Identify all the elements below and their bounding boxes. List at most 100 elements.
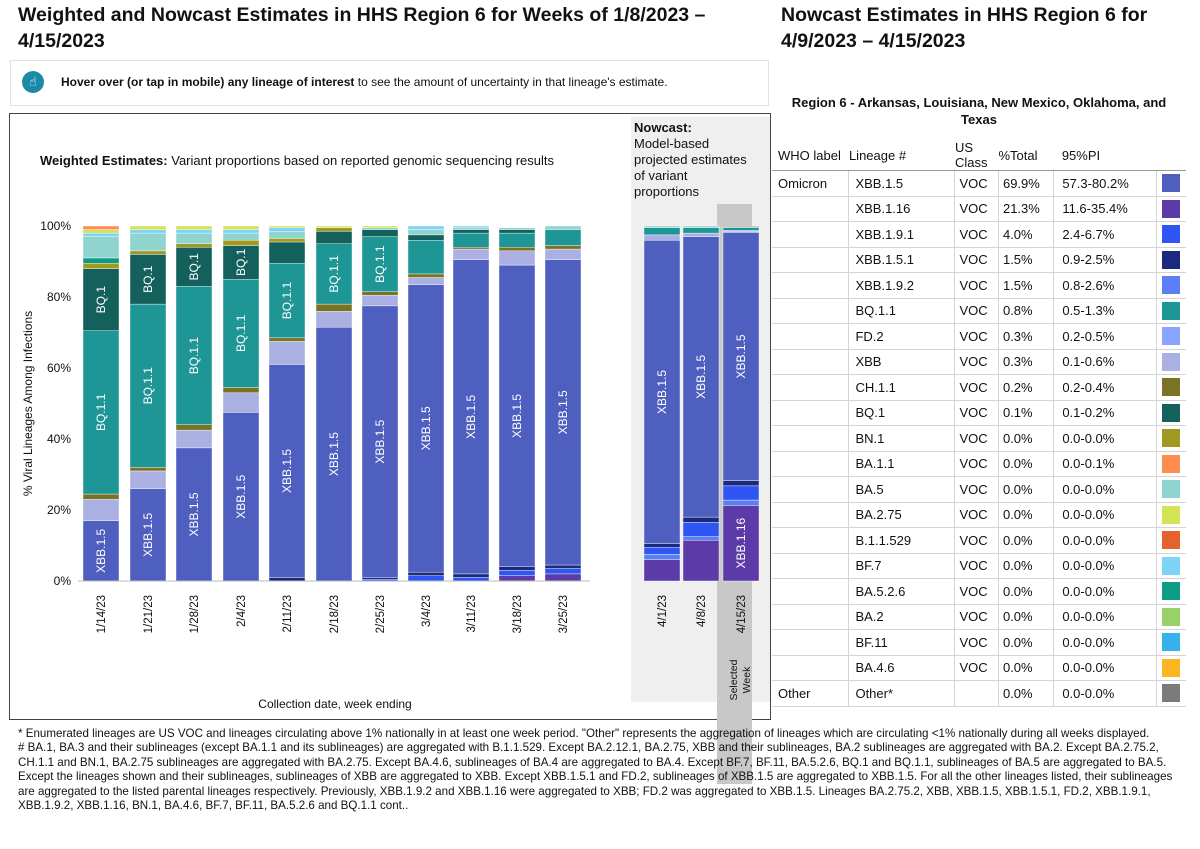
table-row[interactable]: BQ.1.1 VOC 0.8% 0.5-1.3%	[772, 298, 1186, 324]
table-row[interactable]: XBB.1.9.2 VOC 1.5% 0.8-2.6%	[772, 272, 1186, 299]
row-pi: 0.1-0.2%	[1053, 400, 1157, 426]
bar-segment	[129, 232, 167, 252]
row-us-class: VOC	[954, 349, 999, 375]
nowcast-heading-bold: Nowcast:	[634, 120, 692, 135]
color-swatch	[1162, 199, 1181, 218]
table-row[interactable]: BA.4.6 VOC 0.0% 0.0-0.0%	[772, 655, 1186, 681]
selected-week-label: Selected	[728, 659, 740, 700]
color-swatch	[1162, 607, 1181, 626]
table-row[interactable]: BA.1.1 VOC 0.0% 0.0-0.1%	[772, 451, 1186, 477]
bar-label: BQ.1	[234, 248, 248, 276]
row-swatch-cell	[1155, 425, 1186, 452]
row-lineage: BA.2	[848, 604, 955, 630]
row-who-label	[772, 272, 849, 299]
x-tick-label: 4/15/23	[736, 595, 748, 633]
row-us-class: VOC	[954, 655, 999, 681]
row-who-label	[772, 247, 849, 273]
color-swatch	[1162, 378, 1181, 397]
bar-segment	[643, 554, 681, 560]
x-tick-label: 1/28/23	[189, 595, 201, 633]
bar-label: BQ.1	[187, 253, 201, 281]
row-total: 0.3%	[997, 349, 1054, 375]
color-swatch	[1162, 276, 1181, 295]
row-who-label	[772, 502, 849, 528]
bar-segment	[175, 424, 213, 431]
table-row[interactable]: Other Other* 0.0% 0.0-0.0%	[772, 680, 1186, 707]
table-row[interactable]: XBB.1.16 VOC 21.3% 11.6-35.4%	[772, 196, 1186, 222]
bar-segment	[722, 499, 760, 506]
table-row[interactable]: BA.5.2.6 VOC 0.0% 0.0-0.0%	[772, 578, 1186, 605]
row-us-class	[954, 680, 999, 707]
bar-segment	[643, 547, 681, 555]
row-who-label	[772, 527, 849, 554]
table-body: Omicron XBB.1.5 VOC 69.9% 57.3-80.2% XBB.1.16…	[772, 170, 1186, 707]
header-swatch	[1156, 140, 1186, 171]
row-total: 1.5%	[997, 247, 1054, 273]
bar-segment	[544, 564, 582, 569]
bar-label: BQ.1.1	[327, 255, 341, 293]
weighted-heading-bold: Weighted Estimates:	[40, 153, 168, 168]
bar-segment	[222, 232, 260, 241]
bar-segment	[268, 227, 306, 232]
table-row[interactable]: B.1.1.529 VOC 0.0% 0.0-0.0%	[772, 527, 1186, 554]
row-swatch-cell	[1155, 680, 1186, 707]
table-row[interactable]: XBB VOC 0.3% 0.1-0.6%	[772, 349, 1186, 375]
color-swatch	[1162, 327, 1181, 346]
table-row[interactable]: BF.7 VOC 0.0% 0.0-0.0%	[772, 553, 1186, 579]
table-row[interactable]: BF.11 VOC 0.0% 0.0-0.0%	[772, 629, 1186, 656]
row-swatch-cell	[1155, 247, 1186, 273]
table-row[interactable]: XBB.1.5.1 VOC 1.5% 0.9-2.5%	[772, 247, 1186, 273]
row-who-label	[772, 323, 849, 350]
table-header-row: WHO label Lineage # US Class %Total 95%P…	[772, 140, 1186, 171]
row-pi: 0.2-0.4%	[1053, 374, 1157, 401]
row-lineage: BQ.1.1	[848, 298, 955, 324]
bar-segment	[452, 573, 490, 578]
row-us-class: VOC	[954, 247, 999, 273]
table-row[interactable]: FD.2 VOC 0.3% 0.2-0.5%	[772, 323, 1186, 350]
bar-segment	[452, 227, 490, 230]
x-tick-label: 3/4/23	[421, 595, 433, 627]
table-row[interactable]: BA.5 VOC 0.0% 0.0-0.0%	[772, 476, 1186, 503]
row-swatch-cell	[1155, 323, 1186, 350]
row-lineage: BF.7	[848, 553, 955, 579]
bar-segment	[544, 573, 582, 582]
bar-segment	[544, 225, 582, 230]
row-pi: 0.5-1.3%	[1053, 298, 1157, 324]
row-pi: 2.4-6.7%	[1053, 221, 1157, 248]
hand-pointer-icon: ☝	[22, 71, 44, 93]
bar-segment	[361, 227, 399, 230]
row-total: 0.0%	[997, 680, 1054, 707]
color-swatch	[1162, 174, 1181, 193]
table-row[interactable]: BN.1 VOC 0.0% 0.0-0.0%	[772, 425, 1186, 452]
bar-segment	[129, 250, 167, 255]
row-total: 1.5%	[997, 272, 1054, 299]
footnotes: * Enumerated lineages are US VOC and lin…	[18, 727, 1186, 813]
bar-segment	[315, 243, 353, 305]
bar-segment	[175, 243, 213, 248]
table-row[interactable]: BA.2 VOC 0.0% 0.0-0.0%	[772, 604, 1186, 630]
row-total: 0.2%	[997, 374, 1054, 401]
bar-segment	[498, 232, 536, 248]
color-swatch	[1162, 556, 1181, 575]
bar-segment	[361, 291, 399, 296]
table-row[interactable]: Omicron XBB.1.5 VOC 69.9% 57.3-80.2%	[772, 170, 1186, 197]
page-title: Weighted and Nowcast Estimates in HHS Re…	[18, 4, 706, 52]
bar-label: XBB.1.5	[734, 334, 748, 378]
row-total: 0.0%	[997, 502, 1054, 528]
bar-segment	[407, 225, 445, 230]
bar-segment	[643, 559, 681, 582]
table-row[interactable]: BQ.1 VOC 0.1% 0.1-0.2%	[772, 400, 1186, 426]
table-row[interactable]: BA.2.75 VOC 0.0% 0.0-0.0%	[772, 502, 1186, 528]
x-tick-label: 4/1/23	[657, 595, 669, 627]
bar-segment	[452, 229, 490, 234]
bar-label: XBB.1.5	[234, 474, 248, 518]
row-lineage: BA.5.2.6	[848, 578, 955, 605]
bar-segment	[682, 236, 720, 518]
row-us-class: VOC	[954, 553, 999, 579]
table-row[interactable]: XBB.1.9.1 VOC 4.0% 2.4-6.7%	[772, 221, 1186, 248]
y-tick-label: 80%	[47, 290, 71, 304]
bar-label: XBB.1.5	[187, 492, 201, 536]
row-pi: 0.0-0.0%	[1053, 655, 1157, 681]
row-lineage: BN.1	[848, 425, 955, 452]
table-row[interactable]: CH.1.1 VOC 0.2% 0.2-0.4%	[772, 374, 1186, 401]
